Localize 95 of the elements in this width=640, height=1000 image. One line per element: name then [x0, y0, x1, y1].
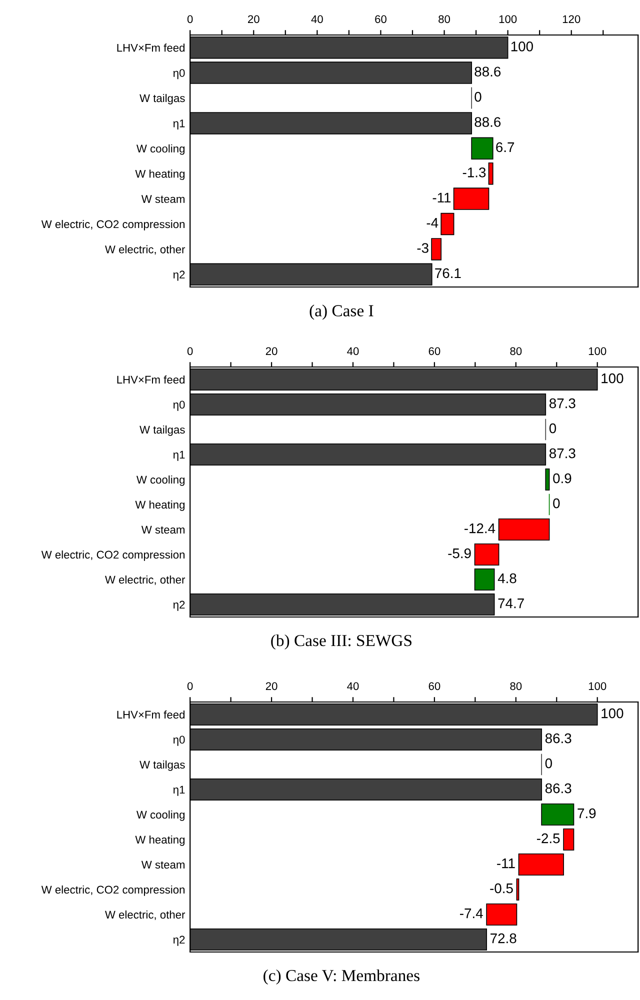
x-tick-label: 40 — [347, 347, 359, 356]
data-label: 86.3 — [545, 733, 572, 744]
data-label: 0.9 — [553, 473, 572, 484]
data-label: 72.8 — [490, 933, 516, 944]
text: (a) Case I — [310, 304, 374, 320]
data-label: 100 — [602, 373, 624, 384]
y-tick-label: LHV×Fm feed — [117, 44, 185, 52]
data-label: 0 — [553, 498, 560, 508]
bar — [486, 903, 518, 926]
y-tick-label: W steam — [141, 860, 184, 869]
y-tick-label: W electric, CO2 compression — [41, 885, 185, 896]
bar — [440, 212, 454, 236]
x-tick-label: 60 — [375, 15, 386, 24]
text: (b) Case III: SEWGS — [271, 634, 412, 650]
data-label: 100 — [602, 708, 624, 718]
x-tick-label: 80 — [510, 347, 522, 356]
x-tick-label: 100 — [588, 682, 606, 690]
x-tick-label: 80 — [510, 682, 522, 690]
x-tick-label: 20 — [266, 682, 278, 690]
data-label: -3 — [417, 243, 428, 253]
data-label: 0 — [549, 423, 556, 434]
bar — [431, 238, 442, 260]
y-tick-label: η0 — [173, 736, 185, 746]
x-tick-label: 80 — [438, 15, 450, 24]
data-label: 74.7 — [498, 598, 524, 608]
bar — [474, 543, 500, 566]
data-label: 88.6 — [474, 66, 501, 77]
y-tick-label: η1 — [173, 450, 185, 461]
y-tick-label: LHV×Fm feed — [117, 710, 185, 719]
text: (c) Case V: Membranes — [264, 969, 420, 985]
y-tick-label: W heating — [135, 170, 185, 180]
bar — [453, 188, 490, 210]
y-tick-label: W electric, CO2 compression — [41, 550, 185, 561]
bar — [518, 853, 564, 876]
x-tick-label: 20 — [266, 347, 278, 356]
y-tick-label: W electric, other — [105, 910, 186, 920]
data-label: -11 — [432, 192, 451, 202]
y-tick-label: η1 — [173, 786, 185, 796]
y-tick-label: W steam — [141, 526, 184, 534]
data-label: -5.9 — [448, 548, 471, 558]
y-tick-label: W tailgas — [140, 760, 185, 771]
y-tick-label: W electric, other — [105, 245, 186, 255]
bar — [498, 518, 550, 541]
y-tick-label: W steam — [141, 195, 184, 203]
x-tick-label: 20 — [248, 15, 260, 24]
y-tick-label: η2 — [173, 600, 185, 611]
y-tick-label: W cooling — [136, 810, 185, 821]
data-label: 88.6 — [474, 117, 501, 127]
data-label: -4 — [426, 218, 438, 228]
data-label: -0.5 — [490, 883, 513, 894]
x-tick-label: 0 — [187, 347, 193, 356]
y-tick-label: W heating — [135, 500, 185, 511]
data-label: 4.8 — [498, 573, 516, 584]
bar — [563, 828, 574, 851]
bar — [541, 803, 574, 826]
data-label: -11 — [497, 858, 515, 868]
y-tick-label: η0 — [173, 69, 185, 80]
bar — [474, 568, 495, 591]
y-tick-label: W electric, CO2 compression — [41, 220, 185, 230]
x-tick-label: 0 — [187, 15, 193, 24]
data-label: 0 — [545, 758, 552, 768]
data-label: 86.3 — [545, 783, 572, 794]
bar — [471, 137, 494, 160]
data-label: -12.4 — [464, 523, 496, 534]
y-tick-label: W cooling — [136, 144, 185, 155]
data-label: 100 — [511, 41, 533, 52]
data-label: 0 — [474, 92, 482, 102]
x-tick-label: 60 — [428, 682, 440, 690]
x-tick-label: 120 — [562, 15, 580, 24]
y-tick-label: W heating — [135, 835, 185, 846]
data-label: -7.4 — [460, 908, 483, 918]
y-tick-label: LHV×Fm feed — [117, 375, 185, 384]
y-tick-label: W electric, other — [105, 575, 186, 585]
y-tick-label: η0 — [173, 400, 185, 411]
data-label: -2.5 — [536, 833, 560, 844]
y-tick-label: W tailgas — [140, 94, 185, 104]
bar — [488, 162, 494, 185]
x-tick-label: 0 — [187, 682, 193, 690]
x-tick-label: 100 — [588, 347, 606, 356]
data-label: 6.7 — [496, 142, 514, 152]
data-label: 87.3 — [549, 448, 576, 458]
y-tick-label: W tailgas — [140, 425, 185, 436]
data-label: -1.3 — [462, 167, 486, 178]
data-label: 87.3 — [549, 398, 576, 408]
y-tick-label: W cooling — [136, 475, 185, 486]
y-tick-label: η2 — [173, 936, 185, 946]
data-label: 76.1 — [435, 268, 461, 278]
x-tick-label: 40 — [311, 15, 323, 24]
x-tick-label: 40 — [347, 682, 359, 690]
y-tick-label: η2 — [173, 270, 185, 281]
data-label: 7.9 — [578, 808, 596, 818]
y-tick-label: η1 — [173, 120, 185, 130]
x-tick-label: 60 — [428, 347, 440, 356]
x-tick-label: 100 — [499, 15, 517, 24]
bar — [545, 468, 550, 491]
